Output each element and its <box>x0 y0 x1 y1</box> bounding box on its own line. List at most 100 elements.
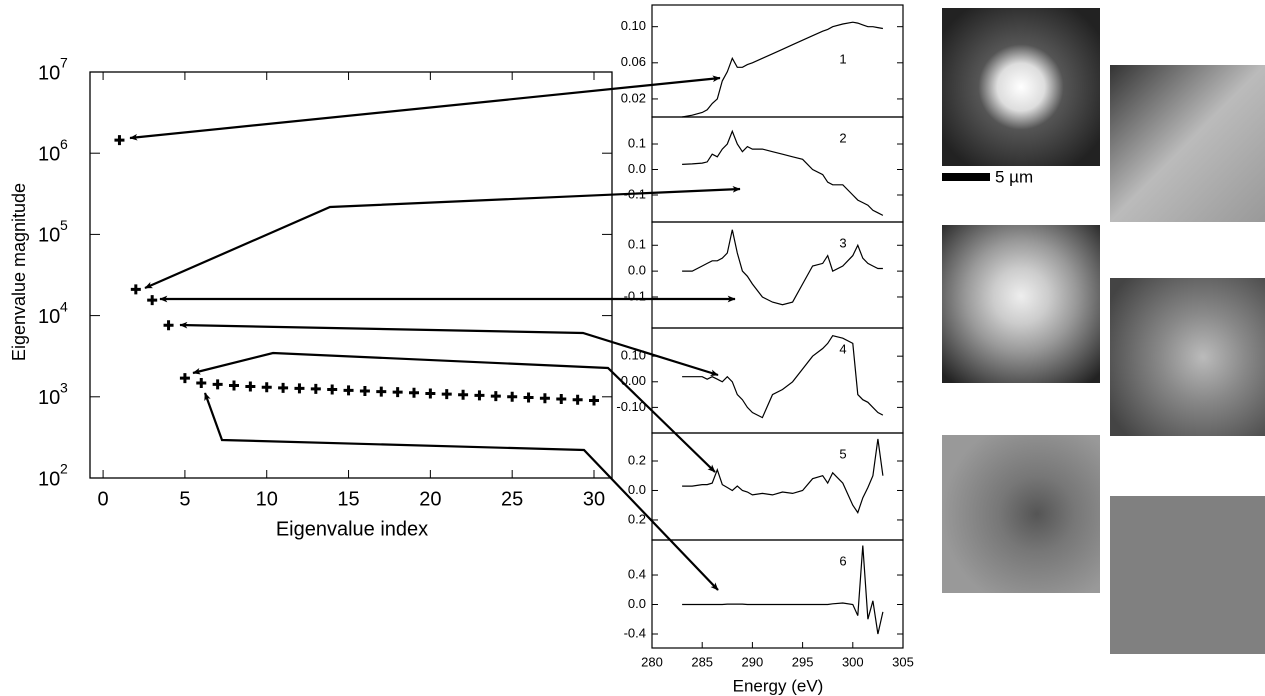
spectrum-line <box>681 21 884 118</box>
y-tick-label: 10 <box>38 225 60 247</box>
spectrum-line <box>682 229 883 306</box>
y-tick-label: 10 <box>38 468 60 490</box>
point <box>261 382 272 393</box>
point <box>359 385 370 396</box>
arrow <box>203 392 719 591</box>
point <box>114 135 125 146</box>
y-tick-exponent: 3 <box>60 380 68 396</box>
x-axis-label: Eigenvalue index <box>276 518 428 540</box>
arrow <box>129 75 721 141</box>
point <box>572 394 583 405</box>
x-tick-label: 5 <box>179 488 190 510</box>
point <box>179 373 190 384</box>
y-tick-label: 0.2 <box>628 452 646 467</box>
point <box>490 391 501 402</box>
point <box>343 385 354 396</box>
x-tick-label: 295 <box>792 654 814 669</box>
y-tick-label: 0.0 <box>628 482 646 497</box>
scale-bar-label: 5 µm <box>995 167 1033 186</box>
y-tick-label: 10 <box>38 387 60 409</box>
arrow <box>144 185 741 290</box>
x-tick-label: 280 <box>641 654 663 669</box>
y-tick-label: 0.02 <box>621 90 646 105</box>
panel-label: 6 <box>839 553 846 568</box>
y-tick-label: 0.00 <box>621 373 646 388</box>
panel-label: 4 <box>839 341 846 356</box>
x-tick-label: 20 <box>419 488 441 510</box>
image-2 <box>1110 65 1265 222</box>
image-3 <box>942 225 1100 383</box>
panel-label: 5 <box>839 446 846 461</box>
y-tick-exponent: 5 <box>60 217 68 233</box>
y-tick-label: 0.10 <box>621 348 646 363</box>
y-tick-label: 10 <box>38 62 60 84</box>
y-tick-label: 0.2 <box>628 511 646 526</box>
y-tick-label: 0.10 <box>621 18 646 33</box>
point <box>474 390 485 401</box>
point <box>147 295 158 306</box>
y-tick-label: -0.1 <box>624 186 646 201</box>
scale-bar <box>942 173 990 181</box>
panel-label: 3 <box>839 235 846 250</box>
panel-frame <box>651 539 904 649</box>
y-tick-label: 0.06 <box>621 54 646 69</box>
panel-label: 2 <box>839 130 846 145</box>
point <box>310 383 321 394</box>
y-tick-label: 0.4 <box>628 566 646 581</box>
panel-frame <box>651 221 904 329</box>
x-tick-label: 290 <box>742 654 764 669</box>
image-5 <box>942 435 1100 593</box>
y-tick-label: 0.1 <box>628 135 646 150</box>
point <box>589 395 599 406</box>
y-tick-label: -0.4 <box>624 625 646 640</box>
y-tick-exponent: 4 <box>60 298 68 314</box>
y-tick-label: 10 <box>38 306 60 328</box>
point <box>196 377 207 388</box>
y-tick-label: 10 <box>38 143 60 165</box>
point <box>130 284 141 295</box>
y-tick-exponent: 7 <box>60 55 68 71</box>
spectrum-line <box>682 438 884 514</box>
x-tick-label: 305 <box>892 654 914 669</box>
y-tick-exponent: 6 <box>60 136 68 152</box>
point <box>441 389 452 400</box>
point <box>229 380 239 391</box>
point <box>327 384 338 395</box>
panel-label: 1 <box>839 51 846 66</box>
image-1 <box>942 8 1100 166</box>
point <box>409 387 419 398</box>
y-tick-label: 0.0 <box>628 161 646 176</box>
x-tick-label: 25 <box>501 488 523 510</box>
plot-frame <box>89 71 613 479</box>
spectrum-line <box>682 545 884 635</box>
image-6 <box>1110 496 1265 654</box>
panel-frame <box>651 327 904 434</box>
y-tick-label: -0.1 <box>624 288 646 303</box>
x-tick-label: 0 <box>98 488 109 510</box>
image-4 <box>1110 278 1265 436</box>
y-tick-label: 0.1 <box>628 237 646 252</box>
x-tick-label: 10 <box>256 488 278 510</box>
point <box>507 391 518 402</box>
y-axis-label: Eigenvalue magnitude <box>9 183 29 361</box>
panel-frame <box>651 4 904 118</box>
y-tick-exponent: 2 <box>60 461 68 477</box>
point <box>458 389 469 400</box>
x-tick-label: 15 <box>337 488 359 510</box>
x-tick-label: 30 <box>583 488 605 510</box>
point <box>392 387 403 398</box>
point <box>278 382 289 393</box>
arrow <box>179 321 719 377</box>
point <box>376 386 387 397</box>
panel-frame <box>651 116 904 223</box>
point <box>245 381 256 392</box>
point <box>294 383 305 394</box>
x-axis-label: Energy (eV) <box>733 676 824 695</box>
x-tick-label: 285 <box>691 654 713 669</box>
point <box>425 388 436 399</box>
y-tick-label: 0.0 <box>628 596 646 611</box>
point <box>163 320 174 331</box>
spectrum-line <box>682 129 884 216</box>
